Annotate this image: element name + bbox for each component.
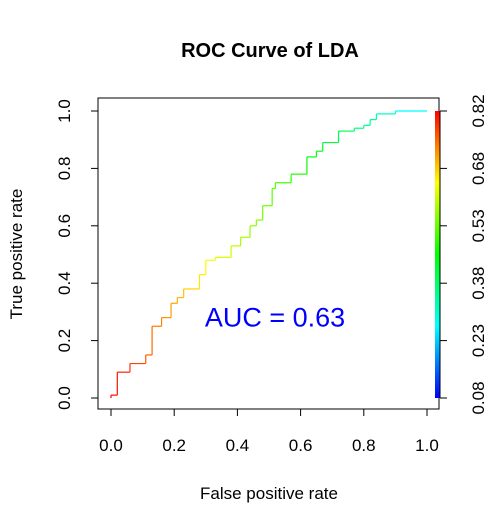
- x-tick-label: 0.2: [162, 436, 186, 455]
- x-axis-label: False positive rate: [200, 484, 338, 503]
- y-axis-label: True positive rate: [7, 189, 26, 320]
- x-tick-label: 1.0: [415, 436, 439, 455]
- y-axis: 0.0 0.2 0.4 0.6 0.8 1.0: [55, 99, 99, 410]
- y-tick-label: 0.0: [55, 386, 74, 410]
- x-axis: 0.0 0.2 0.4 0.6 0.8 1.0: [99, 408, 439, 455]
- colorbar-tick-label: 0.38: [469, 267, 488, 300]
- chart-title: ROC Curve of LDA: [181, 40, 359, 62]
- x-tick-label: 0.0: [99, 436, 123, 455]
- plot-frame: [97, 97, 440, 410]
- colorbar-axis: 0.08 0.23 0.38 0.53 0.68 0.82: [439, 94, 488, 415]
- y-tick-label: 1.0: [55, 99, 74, 123]
- colorbar-tick-label: 0.68: [469, 152, 488, 185]
- x-tick-label: 0.6: [289, 436, 313, 455]
- colorbar-tick-label: 0.08: [469, 381, 488, 414]
- y-tick-label: 0.4: [55, 271, 74, 295]
- colorbar-tick-label: 0.53: [469, 209, 488, 242]
- y-tick-label: 0.2: [55, 329, 74, 353]
- colorbar-tick-label: 0.82: [469, 94, 488, 127]
- colorbar: [435, 111, 440, 398]
- y-tick-label: 0.6: [55, 214, 74, 238]
- roc-curve: [110, 110, 427, 398]
- x-tick-label: 0.4: [226, 436, 250, 455]
- y-tick-label: 0.8: [55, 157, 74, 181]
- colorbar-tick-label: 0.23: [469, 324, 488, 357]
- x-tick-label: 0.8: [352, 436, 376, 455]
- auc-annotation: AUC = 0.63: [205, 303, 345, 333]
